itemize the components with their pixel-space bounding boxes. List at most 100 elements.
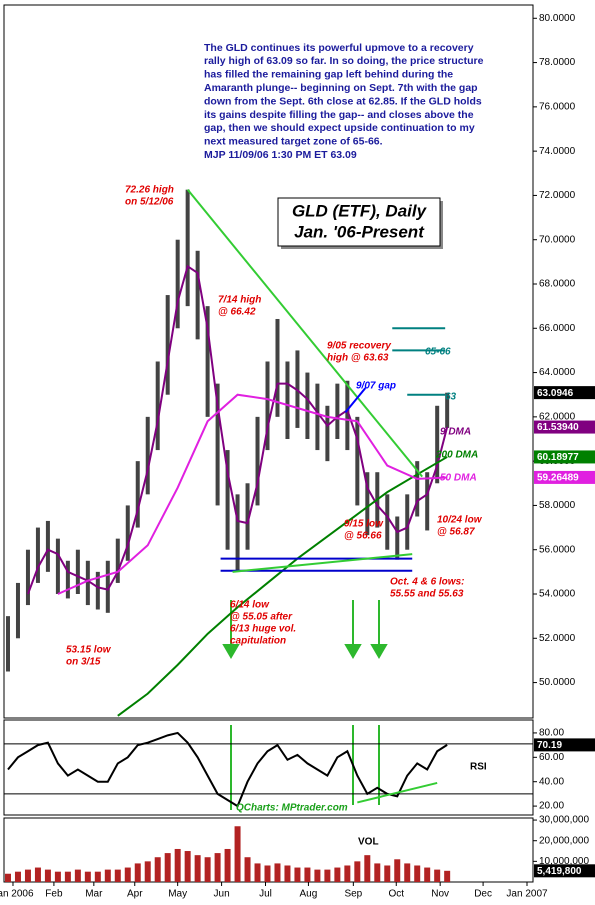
y-tick-label: 80.00 xyxy=(539,728,564,739)
arrow-head xyxy=(222,644,240,659)
volume-bar xyxy=(244,857,251,882)
annotation: capitulation xyxy=(230,636,286,647)
y-tick-label: 50.0000 xyxy=(539,677,576,688)
annotation: 55.55 and 55.63 xyxy=(390,589,464,600)
x-tick-label: Dec xyxy=(474,889,492,900)
series-label: 50 DMA xyxy=(440,473,477,484)
y-tick-label: 72.0000 xyxy=(539,190,576,201)
price-bar xyxy=(275,318,280,417)
commentary: its gains despite filling the gap-- and … xyxy=(204,109,474,121)
axis-badge xyxy=(534,738,595,752)
annotation: 53.15 low xyxy=(66,645,112,656)
x-tick-label: Jan 2006 xyxy=(0,889,34,900)
price-bar xyxy=(325,405,330,462)
price-bar xyxy=(255,416,260,506)
annotation: @ 56.87 xyxy=(437,527,475,538)
volume-bar xyxy=(94,871,101,882)
panel-label: RSI xyxy=(470,762,487,773)
volume-bar xyxy=(364,855,371,882)
axis-badge-label: 59.26489 xyxy=(537,473,579,484)
x-tick-label: Jan 2007 xyxy=(506,889,548,900)
price-bar xyxy=(155,361,160,451)
price-bar xyxy=(365,472,370,536)
price-bar xyxy=(355,416,360,506)
volume-bar xyxy=(84,871,91,882)
price-bar xyxy=(235,494,240,571)
y-tick-label: 30,000,000 xyxy=(539,815,589,826)
price-bar xyxy=(175,239,180,329)
volume-bar xyxy=(314,869,321,882)
x-tick-label: Apr xyxy=(127,889,143,900)
commentary: MJP 11/09/06 1:30 PM ET 63.09 xyxy=(204,149,357,161)
annotation: 10/24 low xyxy=(437,515,483,526)
annotation: 6/14 low xyxy=(230,600,270,611)
price-bar xyxy=(265,361,270,451)
volume-bar xyxy=(344,865,351,882)
price-bar xyxy=(215,383,220,506)
price-bar xyxy=(385,494,390,550)
y-tick-label: 20,000,000 xyxy=(539,835,589,846)
volume-bar xyxy=(264,865,271,882)
volume-bar xyxy=(284,865,291,882)
title-box xyxy=(277,197,441,247)
price-bar xyxy=(415,461,420,517)
price-bar xyxy=(165,295,170,395)
volume-bar xyxy=(164,853,171,882)
y-tick-label: 80.0000 xyxy=(539,13,576,24)
axis-badge xyxy=(534,386,595,400)
y-tick-label: 10,000,000 xyxy=(539,856,589,867)
annotation: @ 66.42 xyxy=(218,307,256,318)
x-tick-label: May xyxy=(168,889,187,900)
trendline xyxy=(232,553,413,573)
price-bar xyxy=(345,380,350,451)
axis-badge-label: 70.19 xyxy=(537,740,562,751)
price-bar xyxy=(105,560,110,613)
trendline xyxy=(344,387,367,414)
volume-bar xyxy=(104,869,111,882)
price-bar xyxy=(395,516,400,560)
y-tick-label: 52.0000 xyxy=(539,633,576,644)
volume-bar xyxy=(434,869,441,882)
y-tick-label: 60.00 xyxy=(539,752,564,763)
volume-bar xyxy=(444,870,451,882)
annotation: 65-66 xyxy=(425,347,451,358)
volume-bar xyxy=(144,861,151,882)
price-bar xyxy=(445,392,450,428)
annotation: 9/07 gap xyxy=(356,381,396,392)
volume-bar xyxy=(414,865,421,882)
moving-average xyxy=(27,264,449,595)
price-bar xyxy=(195,250,200,340)
price-bar xyxy=(315,383,320,451)
arrow-head xyxy=(344,644,362,659)
price-bar xyxy=(115,538,120,583)
volume-bar xyxy=(404,863,411,882)
annotation: high @ 63.63 xyxy=(327,353,389,364)
chart-title: GLD (ETF), Daily xyxy=(292,201,428,220)
price-bar xyxy=(145,416,150,495)
panel-label: VOL xyxy=(358,837,379,848)
volume-bar xyxy=(384,865,391,882)
commentary: down from the Sept. 6th close at 62.85. … xyxy=(204,95,482,107)
price-bar xyxy=(75,549,80,594)
volume-bar xyxy=(234,826,241,882)
volume-bar xyxy=(424,867,431,882)
volume-bar xyxy=(334,867,341,882)
volume-bar xyxy=(4,873,11,882)
price-bar xyxy=(15,582,20,639)
volume-bar xyxy=(194,855,201,882)
price-bar xyxy=(245,483,250,550)
price-bar xyxy=(435,405,440,484)
commentary: has filled the remaining gap left behind… xyxy=(204,69,453,81)
y-tick-label: 64.0000 xyxy=(539,367,576,378)
y-tick-label: 20.00 xyxy=(539,801,564,812)
price-bar xyxy=(285,361,290,439)
volume-bar xyxy=(304,867,311,882)
annotation: @ 55.05 after xyxy=(230,612,293,623)
axis-badge xyxy=(534,450,595,464)
y-tick-label: 58.0000 xyxy=(539,500,576,511)
price-bar xyxy=(405,494,410,550)
volume-bar xyxy=(154,857,161,882)
y-tick-label: 74.0000 xyxy=(539,146,576,157)
x-tick-label: Mar xyxy=(85,889,103,900)
x-tick-label: Jun xyxy=(214,889,230,900)
